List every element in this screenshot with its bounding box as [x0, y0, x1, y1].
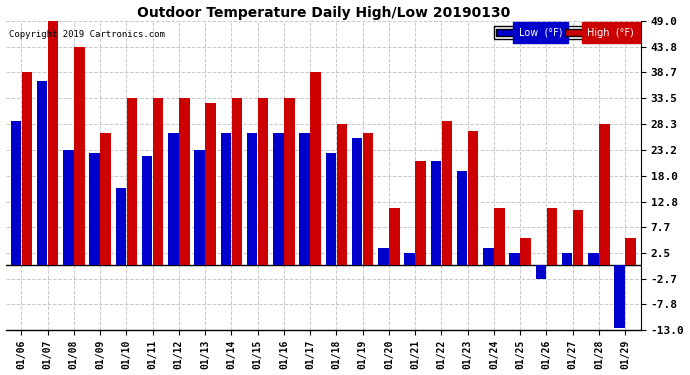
Text: Copyright 2019 Cartronics.com: Copyright 2019 Cartronics.com [9, 30, 165, 39]
Title: Outdoor Temperature Daily High/Low 20190130: Outdoor Temperature Daily High/Low 20190… [137, 6, 510, 20]
Bar [588, 253, 599, 266]
Bar [48, 21, 59, 266]
Bar [535, 266, 546, 279]
Bar [625, 238, 636, 266]
Bar [195, 150, 205, 266]
Bar [483, 248, 493, 266]
Legend: Low  (°F), High  (°F): Low (°F), High (°F) [494, 26, 636, 39]
Bar [168, 133, 179, 266]
Bar [509, 253, 520, 266]
Bar [126, 98, 137, 266]
Bar [468, 130, 478, 266]
Bar [415, 160, 426, 266]
Bar [389, 208, 400, 266]
Bar [494, 208, 504, 266]
Bar [247, 133, 257, 266]
Bar [153, 98, 164, 266]
Bar [363, 133, 373, 266]
Bar [299, 133, 310, 266]
Bar [179, 98, 190, 266]
Bar [310, 72, 321, 266]
Bar [273, 133, 284, 266]
Bar [74, 47, 85, 266]
Bar [457, 171, 467, 266]
Bar [115, 188, 126, 266]
Bar [21, 72, 32, 266]
Bar [599, 124, 610, 266]
Bar [431, 160, 441, 266]
Bar [10, 121, 21, 266]
Bar [284, 98, 295, 266]
Bar [442, 121, 452, 266]
Bar [573, 210, 584, 266]
Bar [520, 238, 531, 266]
Bar [206, 103, 216, 266]
Bar [337, 124, 347, 266]
Bar [562, 253, 573, 266]
Bar [352, 138, 362, 266]
Bar [89, 153, 100, 266]
Bar [404, 253, 415, 266]
Bar [37, 81, 48, 266]
Bar [326, 153, 336, 266]
Bar [615, 266, 625, 328]
Bar [142, 156, 152, 266]
Bar [221, 133, 231, 266]
Bar [63, 150, 74, 266]
Bar [546, 208, 558, 266]
Bar [100, 133, 111, 266]
Bar [232, 98, 242, 266]
Bar [258, 98, 268, 266]
Bar [378, 248, 388, 266]
